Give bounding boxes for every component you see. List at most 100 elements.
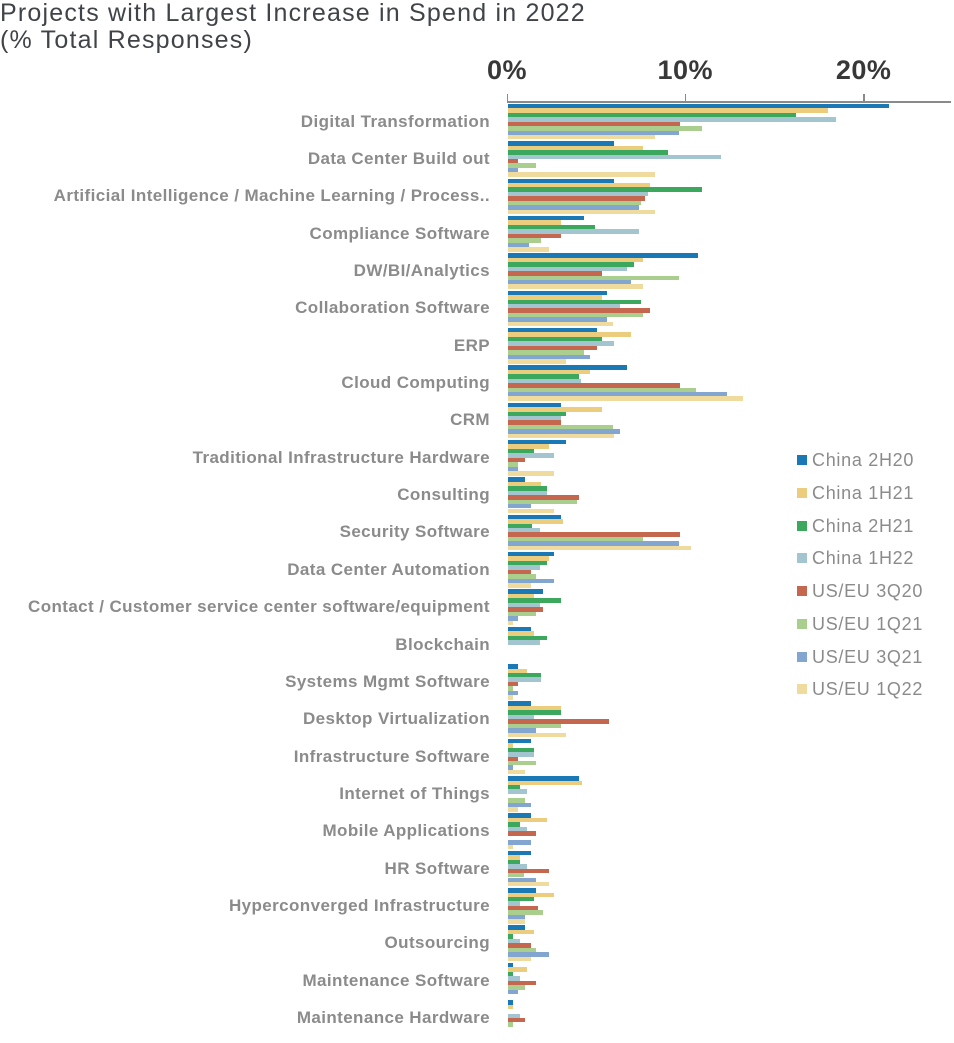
- bar-cloud-computing-us-eu-3q20: [507, 383, 681, 388]
- bar-contact-customer-service-center-software-china-1h21: [507, 593, 535, 599]
- bar-digital-transformation-us-eu-3q21: [507, 130, 679, 136]
- bar-consulting-us-eu-1q21: [507, 499, 578, 505]
- bar-mobile-applications-us-eu-3q20: [507, 831, 537, 836]
- bar-hyperconverged-infrastructure-us-eu-1q21: [507, 910, 544, 915]
- bar-hyperconverged-infrastructure-china-2h20: [507, 888, 537, 893]
- bar-systems-mgmt-software-us-eu-3q20: [507, 681, 519, 687]
- category-label-collaboration-software: Collaboration Software: [295, 298, 490, 318]
- bar-collaboration-software-china-2h20: [507, 290, 608, 296]
- bar-traditional-infrastructure-hardware-us-eu-3q20: [507, 457, 526, 463]
- bar-contact-customer-service-center-software-us-eu-1q21: [507, 611, 537, 617]
- bar-cloud-computing-china-1h21: [507, 369, 590, 375]
- bar-outsourcing-us-eu-1q22: [507, 956, 531, 962]
- bar-cloud-computing-us-eu-1q22: [507, 396, 743, 401]
- legend-label-china-1h22: China 1H22: [812, 548, 915, 569]
- bar-maintenance-software-us-eu-3q21: [507, 989, 519, 994]
- bar-data-center-automation-us-eu-1q21: [507, 574, 537, 579]
- bar-crm-china-2h21: [507, 411, 567, 416]
- x-axis-tick-label: 20%: [835, 55, 892, 85]
- bar-infrastructure-software-us-eu-1q22: [507, 769, 526, 775]
- bar-security-software-us-eu-3q21: [507, 541, 679, 546]
- category-label-traditional-infrastructure-hardware: Traditional Infrastructure Hardware: [192, 447, 490, 467]
- category-label-mobile-applications: Mobile Applications: [322, 821, 490, 841]
- bar-erp-china-2h20: [507, 327, 597, 333]
- bar-maintenance-hardware-china-2h20: [507, 1000, 513, 1005]
- bar-data-center-build-out-us-eu-3q20: [507, 159, 519, 164]
- bar-data-center-automation-china-1h22: [507, 565, 540, 570]
- bar-compliance-software-china-1h22: [507, 229, 640, 234]
- legend-swatch-us-eu-1q22: [797, 684, 807, 695]
- bar-erp-china-1h21: [507, 332, 631, 337]
- bar-data-center-automation-us-eu-3q21: [507, 578, 554, 584]
- bar-systems-mgmt-software-china-1h22: [507, 677, 542, 682]
- bar-crm-us-eu-1q22: [507, 433, 615, 439]
- bar-mobile-applications-china-2h21: [507, 822, 520, 827]
- bar-crm-us-eu-3q21: [507, 429, 620, 434]
- bar-compliance-software-china-2h20: [507, 215, 585, 221]
- bar-hyperconverged-infrastructure-china-1h22: [507, 901, 520, 906]
- bar-dw-bi-analytics-china-2h21: [507, 262, 635, 267]
- bar-crm-us-eu-3q20: [507, 420, 561, 425]
- bar-internet-of-things-us-eu-3q21: [507, 802, 531, 808]
- bar-data-center-build-out-us-eu-1q22: [507, 172, 656, 177]
- category-label-compliance-software: Compliance Software: [309, 223, 490, 243]
- legend-label-china-2h20: China 2H20: [812, 450, 915, 471]
- bar-traditional-infrastructure-hardware-china-1h21: [507, 444, 549, 449]
- bar-maintenance-software-china-2h21: [507, 971, 513, 977]
- bar-data-center-automation-china-1h21: [507, 556, 549, 561]
- bar-cloud-computing-china-1h22: [507, 378, 581, 384]
- bar-digital-transformation-us-eu-3q20: [507, 121, 681, 127]
- category-label-crm: CRM: [450, 410, 490, 430]
- category-label-contact-customer-service-center-software: Contact / Customer service center softwa…: [28, 597, 490, 617]
- legend-swatch-us-eu-3q20: [797, 586, 807, 597]
- bar-crm-china-1h21: [507, 407, 602, 412]
- bar-desktop-virtualization-us-eu-3q21: [507, 728, 537, 733]
- legend-label-us-eu-1q22: US/EU 1Q22: [812, 679, 924, 700]
- legend-swatch-china-1h22: [797, 553, 807, 564]
- chart-title: Projects with Largest Increase in Spend …: [0, 0, 586, 27]
- bar-hr-software-us-eu-1q22: [507, 881, 549, 887]
- bar-digital-transformation-us-eu-1q22: [507, 135, 656, 140]
- bar-dw-bi-analytics-us-eu-3q21: [507, 279, 631, 285]
- bar-contact-customer-service-center-software-china-1h22: [507, 602, 540, 608]
- bar-infrastructure-software-china-1h21: [507, 743, 513, 748]
- category-label-hyperconverged-infrastructure: Hyperconverged Infrastructure: [228, 895, 490, 915]
- bar-hr-software-us-eu-1q21: [507, 873, 524, 878]
- x-axis-tick: [684, 93, 687, 102]
- x-axis-line: [506, 101, 951, 103]
- bar-hr-software-us-eu-3q21: [507, 877, 537, 882]
- x-axis-tick: [863, 93, 865, 102]
- category-label-consulting: Consulting: [397, 485, 490, 505]
- bar-outsourcing-us-eu-3q20: [507, 943, 531, 948]
- bar-dw-bi-analytics-china-1h21: [507, 257, 643, 263]
- legend-swatch-china-2h21: [797, 520, 807, 531]
- bar-blockchain-china-1h21: [507, 631, 535, 636]
- bar-outsourcing-china-1h22: [507, 938, 520, 944]
- bar-maintenance-software-china-2h20: [507, 962, 513, 968]
- category-label-maintenance-hardware: Maintenance Hardware: [296, 1007, 490, 1027]
- bar-infrastructure-software-china-2h20: [507, 738, 531, 744]
- bar-digital-transformation-china-1h21: [507, 108, 829, 113]
- category-label-systems-mgmt-software: Systems Mgmt Software: [285, 671, 490, 691]
- x-axis-tick: [506, 93, 508, 102]
- x-axis-tick-label: 0%: [486, 55, 528, 85]
- legend-label-us-eu-1q21: US/EU 1Q21: [812, 613, 924, 634]
- bar-dw-bi-analytics-us-eu-3q20: [507, 271, 602, 276]
- bar-contact-customer-service-center-software-china-2h20: [507, 589, 544, 594]
- bar-contact-customer-service-center-software-china-2h21: [507, 598, 561, 603]
- bar-desktop-virtualization-us-eu-3q20: [507, 719, 610, 724]
- category-label-artificial-intelligence-machine-learning: Artificial Intelligence / Machine Learni…: [53, 186, 490, 206]
- bar-compliance-software-us-eu-3q20: [507, 233, 561, 239]
- bar-consulting-us-eu-3q21: [507, 504, 531, 509]
- bar-erp-china-2h21: [507, 336, 602, 342]
- bar-dw-bi-analytics-china-2h20: [507, 253, 699, 258]
- bar-erp-us-eu-1q21: [507, 350, 585, 355]
- bar-hyperconverged-infrastructure-china-2h21: [507, 897, 535, 902]
- bar-systems-mgmt-software-china-2h20: [507, 664, 519, 669]
- bar-outsourcing-us-eu-3q21: [507, 952, 549, 957]
- bar-blockchain-china-1h22: [507, 640, 540, 645]
- bar-infrastructure-software-us-eu-3q20: [507, 756, 519, 761]
- bar-digital-transformation-china-1h22: [507, 117, 836, 122]
- bar-digital-transformation-china-2h20: [507, 103, 890, 109]
